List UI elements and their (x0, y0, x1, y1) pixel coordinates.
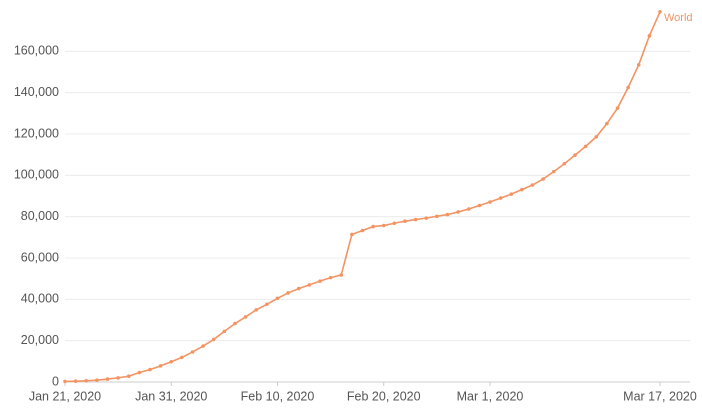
point (562, 161, 567, 166)
point (647, 34, 652, 38)
point (530, 183, 535, 187)
point (658, 10, 662, 14)
point (488, 200, 492, 204)
y-tick-label: 60,000 (21, 250, 59, 264)
y-tick-label: 100,000 (14, 168, 59, 182)
y-tick-label: 160,000 (14, 44, 59, 58)
point (435, 214, 439, 219)
point (201, 344, 205, 348)
point (403, 219, 407, 224)
point (318, 279, 322, 283)
point (541, 177, 545, 181)
point (636, 62, 641, 67)
point (328, 275, 333, 280)
x-tick-label: Jan 21, 2020 (29, 389, 101, 403)
x-tick-label: Feb 10, 2020 (241, 389, 315, 403)
x-tick-label: Mar 17, 2020 (623, 389, 697, 403)
point (222, 329, 227, 334)
point (594, 135, 599, 139)
point (190, 350, 195, 354)
y-tick-label: 40,000 (21, 292, 59, 306)
point (615, 106, 620, 110)
point (520, 187, 524, 192)
point (180, 355, 184, 360)
point (148, 367, 152, 372)
point (169, 359, 174, 364)
point (477, 203, 482, 208)
point (233, 321, 237, 326)
y-tick-label: 80,000 (21, 209, 59, 223)
point (360, 228, 365, 233)
point (381, 223, 386, 228)
point (413, 217, 418, 222)
point (211, 337, 216, 342)
point (116, 376, 120, 380)
point (350, 232, 354, 237)
point (583, 144, 588, 149)
point (63, 379, 67, 384)
point (286, 291, 290, 295)
point (296, 286, 301, 291)
point (424, 216, 429, 220)
point (466, 207, 471, 211)
x-tick-label: Feb 20, 2020 (347, 389, 421, 403)
x-tick-label: Mar 1, 2020 (457, 389, 524, 403)
point (254, 308, 259, 312)
point (445, 212, 450, 217)
point (605, 121, 609, 126)
point (456, 210, 460, 214)
point (551, 169, 556, 174)
point (573, 153, 577, 157)
point (371, 224, 375, 229)
y-tick-label: 140,000 (14, 85, 59, 99)
series-line (64, 11, 661, 383)
point (509, 192, 514, 196)
point (126, 374, 131, 379)
point (73, 379, 78, 383)
point (158, 364, 163, 368)
y-tick-label: 0 (52, 374, 59, 388)
y-tick-label: 120,000 (14, 126, 59, 140)
point (275, 296, 280, 301)
y-tick-label: 20,000 (21, 333, 59, 347)
point (626, 85, 630, 90)
point (137, 370, 142, 375)
point (307, 283, 312, 287)
series-label: World (664, 12, 693, 24)
point (95, 378, 99, 382)
point (84, 378, 89, 383)
point (498, 196, 503, 200)
point (243, 315, 248, 319)
point (392, 221, 397, 226)
point (339, 273, 344, 277)
x-tick-label: Jan 31, 2020 (135, 389, 207, 403)
point (105, 377, 110, 381)
point (265, 302, 269, 307)
